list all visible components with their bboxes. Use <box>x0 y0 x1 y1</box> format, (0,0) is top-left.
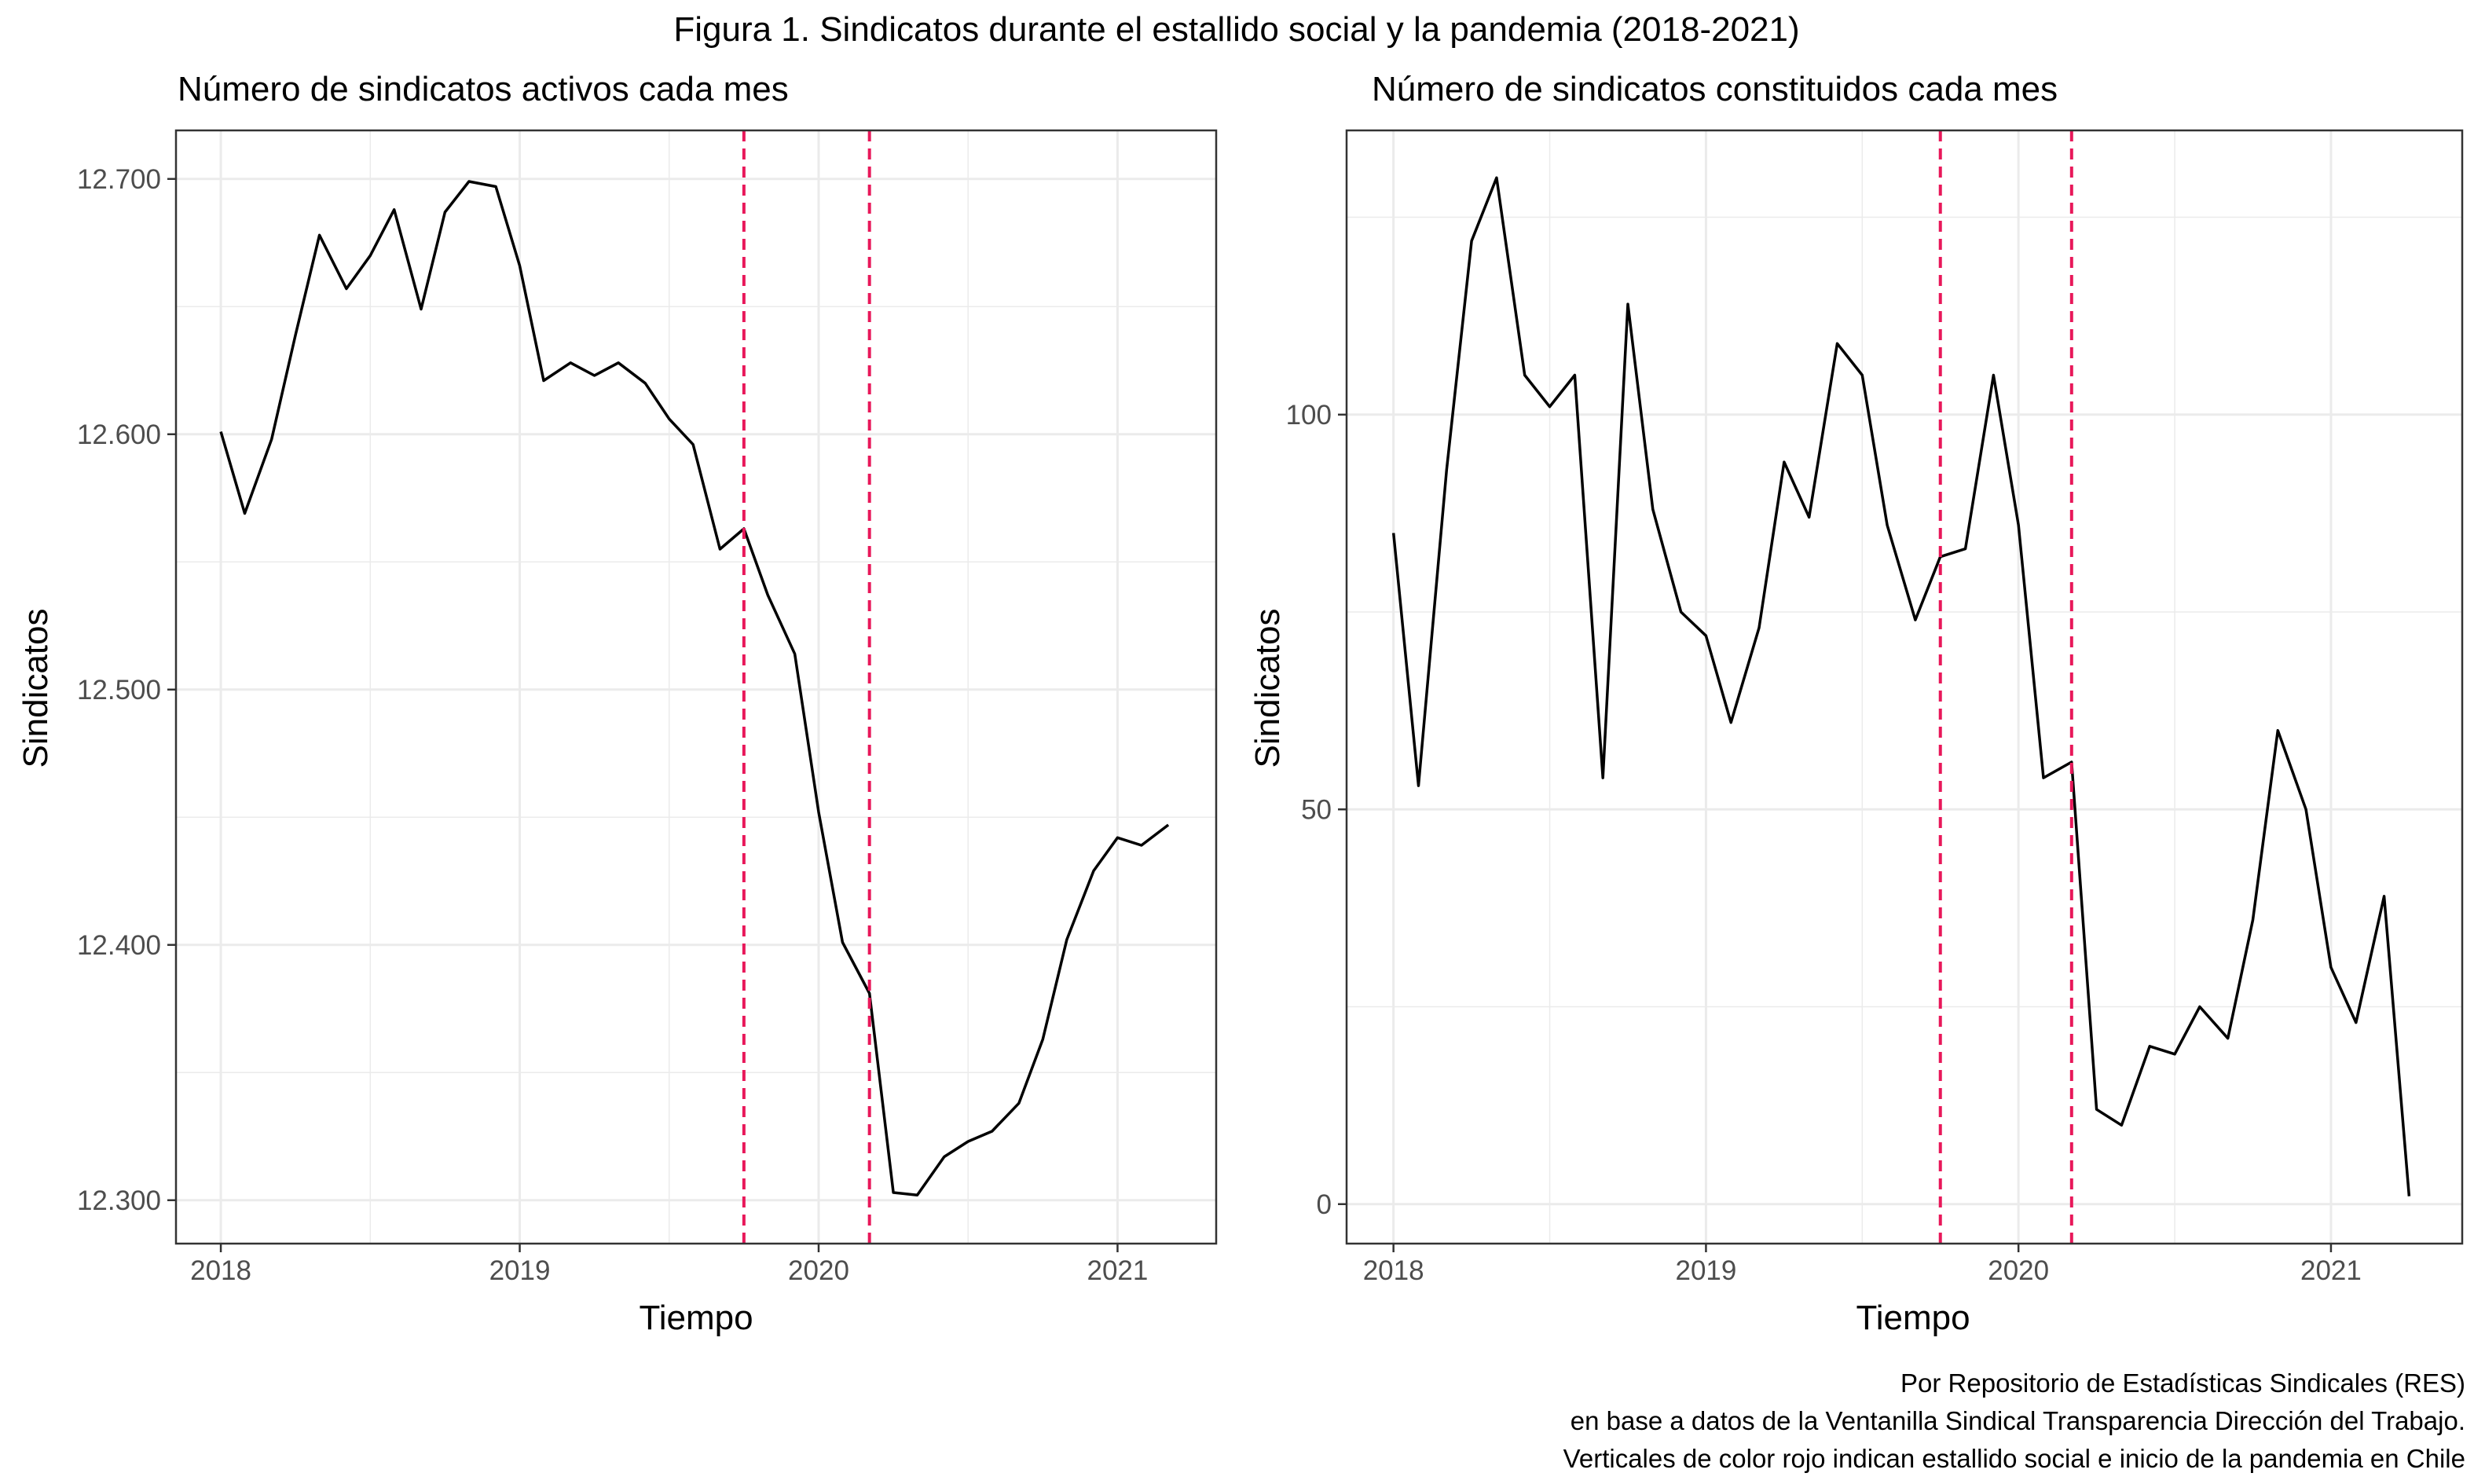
y-tick-label: 12.300 <box>77 1185 161 1216</box>
caption-line: Por Repositorio de Estadísticas Sindical… <box>1900 1369 2465 1398</box>
x-axis-title: Tiempo <box>639 1299 753 1337</box>
plot-background <box>176 130 1216 1244</box>
plot-background <box>1347 130 2462 1244</box>
caption-line: en base a datos de la Ventanilla Sindica… <box>1571 1406 2465 1435</box>
plot-area: 2018 2019 2020 2021 12.300 12.400 12.500 12.600… <box>77 129 1218 1286</box>
x-tick-label: 2018 <box>1363 1255 1424 1286</box>
y-tick-label: 12.700 <box>77 164 161 195</box>
y-tick-label: 12.600 <box>77 420 161 450</box>
panel-new-unions: Número de sindicatos constituidos cada m… <box>1248 70 2464 1337</box>
x-axis-title: Tiempo <box>1856 1299 1970 1337</box>
y-tick-label: 12.500 <box>77 675 161 705</box>
y-tick-label: 0 <box>1317 1189 1332 1220</box>
panel-title: Número de sindicatos activos cada mes <box>178 70 789 108</box>
x-tick-label: 2021 <box>1087 1255 1149 1286</box>
x-tick-label: 2019 <box>489 1255 551 1286</box>
x-tick-label: 2019 <box>1675 1255 1736 1286</box>
caption-line: Verticales de color rojo indican estalli… <box>1563 1444 2465 1473</box>
series-line <box>1391 176 2411 1196</box>
panel-title: Número de sindicatos constituidos cada m… <box>1372 70 2058 108</box>
y-tick-label: 100 <box>1286 400 1332 431</box>
y-axis-title: Sindicatos <box>1248 608 1287 768</box>
x-tick-label: 2018 <box>190 1255 251 1286</box>
panel-active-unions: Número de sindicatos activos cada mes 20… <box>16 70 1218 1337</box>
x-tick-label: 2020 <box>788 1255 849 1286</box>
y-axis-title: Sindicatos <box>16 608 55 768</box>
x-tick-label: 2020 <box>1988 1255 2049 1286</box>
series-line <box>219 180 1170 1197</box>
y-tick-label: 50 <box>1301 794 1332 825</box>
y-tick-label: 12.400 <box>77 930 161 961</box>
figure-title: Figura 1. Sindicatos durante el estallid… <box>673 10 1799 49</box>
plot-area: 2018 2019 2020 2021 0 50 100 <box>1286 129 2464 1286</box>
panel-border <box>174 129 1218 1245</box>
panel-border <box>1345 129 2464 1245</box>
x-tick-label: 2021 <box>2300 1255 2362 1286</box>
